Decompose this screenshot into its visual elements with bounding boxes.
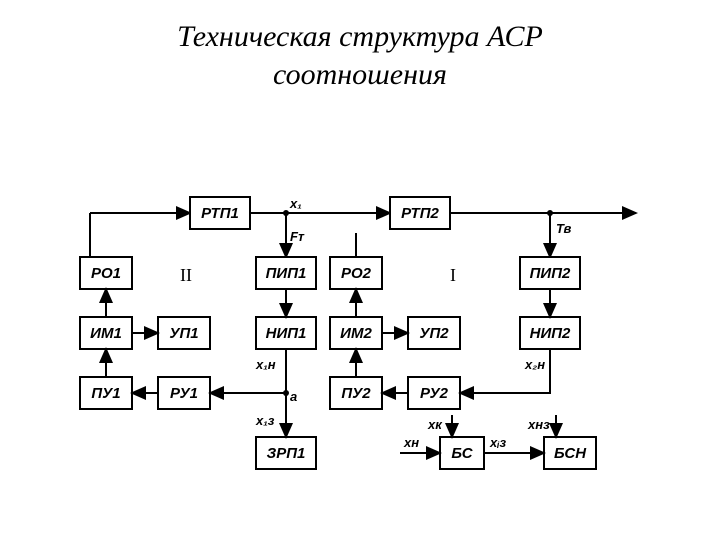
node-bsn-label: БСН: [554, 445, 587, 462]
node-bs-label: БС: [451, 445, 473, 462]
label-a: a: [290, 389, 297, 404]
label-x1: x₁: [289, 196, 302, 211]
node-pu1-label: ПУ1: [91, 385, 120, 402]
label-xk: xк: [427, 417, 443, 432]
node-zrp1-label: ЗРП1: [267, 445, 306, 462]
node-rtp2-label: РТП2: [401, 205, 439, 222]
roman-ii: II: [180, 265, 192, 285]
node-ro2-label: РО2: [341, 265, 372, 282]
diagram-canvas: x₁ Fᴛ Тв РТП1 РТП2 РО1 ПИП1 РО2 ПИП2 II …: [0, 93, 720, 543]
label-xiz: xᵢз: [489, 435, 506, 450]
node-ru2-label: РУ2: [420, 385, 449, 402]
node-im2-label: ИМ2: [340, 325, 372, 342]
label-x1n: x₁н: [255, 357, 276, 372]
label-x2n: x₂н: [524, 357, 545, 372]
node-im1-label: ИМ1: [90, 325, 122, 342]
title-line2: соотношения: [273, 58, 447, 91]
label-x1z: x₁з: [255, 413, 275, 428]
roman-i: I: [450, 265, 456, 285]
node-pu2-label: ПУ2: [341, 385, 371, 402]
label-xn: xн: [403, 435, 419, 450]
node-up1-label: УП1: [169, 325, 198, 342]
label-FT: Fᴛ: [290, 229, 305, 244]
node-rtp1-label: РТП1: [201, 205, 239, 222]
label-xnz: xнз: [527, 417, 550, 432]
node-nip1-label: НИП1: [266, 325, 307, 342]
node-nip2-label: НИП2: [530, 325, 571, 342]
node-ru1-label: РУ1: [170, 385, 198, 402]
node-up2-label: УП2: [419, 325, 449, 342]
node-ro1-label: РО1: [91, 265, 121, 282]
node-pip1-label: ПИП1: [266, 265, 307, 282]
node-pip2-label: ПИП2: [530, 265, 571, 282]
label-Tv: Тв: [556, 221, 571, 236]
title-line1: Техническая структура АСР: [177, 20, 543, 53]
